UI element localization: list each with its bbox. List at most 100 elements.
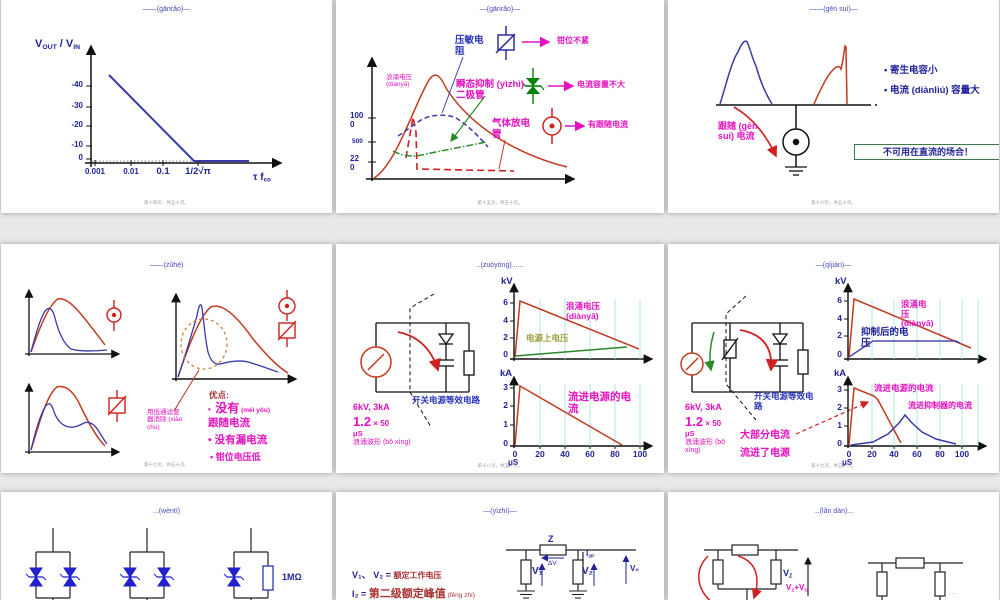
- follow-current-label: 跟随 (gēn suí) 电流: [718, 121, 758, 142]
- advantage-item: • 没有 (méi yǒu): [208, 401, 270, 415]
- warning-box: 不可用在直流的场合！: [854, 144, 999, 161]
- y-tick: 1: [837, 420, 842, 430]
- axis-ticks: [368, 117, 376, 163]
- slide-thumbnail-14[interactable]: ——(gānrǎo)— VOUT / VIN -40 -30 -20 -10 0…: [1, 0, 332, 213]
- circuit-label: 开关电源等效电路: [754, 391, 814, 411]
- y-tick: 0: [78, 153, 83, 162]
- equivalent-circuit: [691, 322, 809, 393]
- slide-title: ——(zǔhé): [149, 262, 184, 269]
- bullet-item: • 寄生电容小: [884, 65, 938, 76]
- x-tick: 20: [867, 449, 877, 459]
- resistor-symbol: [262, 565, 274, 591]
- y-tick: 0: [837, 438, 842, 448]
- x-tick: 100: [632, 449, 648, 459]
- varistor-curve: [397, 114, 489, 148]
- surge-voltage-label: 浪涌电压 (diànyā): [901, 299, 934, 329]
- slide-thumbnail-22[interactable]: ...(lǎn dàn)... VZ VZ+VG ·····: [668, 492, 999, 600]
- supply-current-line: [514, 384, 623, 446]
- circuit-1-wires: [35, 528, 71, 600]
- supply-voltage-line: [514, 346, 628, 357]
- surge-spec: 6kV, 3kA: [353, 402, 390, 412]
- x-tick: 100: [954, 449, 970, 459]
- x-tick: 60: [585, 449, 595, 459]
- bullet-icon: •: [210, 452, 214, 462]
- gdt-symbol: [542, 108, 562, 144]
- slide-title: —(qìjiàn)—: [815, 262, 852, 269]
- slide-thumbnail-17[interactable]: ——(zǔhé) 用低通滤波器消除 (xiāo ch: [1, 244, 332, 473]
- tvs-symbol: [153, 567, 175, 587]
- boundary-dashed-line: [725, 295, 757, 421]
- supply-current-line: [848, 386, 902, 446]
- boundary-dashed-line: [409, 293, 435, 428]
- y-tick: 6: [503, 297, 508, 307]
- slide-footer: 第十八页，共五十页。: [477, 463, 523, 468]
- bullet-icon: •: [884, 85, 888, 96]
- varistor-pointer-line: [441, 56, 464, 114]
- definition-line-1: V₁、 V₂ = 额定工作电压: [352, 570, 442, 580]
- tvs-label: 瞬态抑制 (yìzhì)二极管: [456, 79, 525, 101]
- vz-label: VZ: [783, 568, 793, 580]
- surge-spec: 6kV, 3kA: [685, 402, 722, 412]
- x-axis-unit: μS: [842, 458, 853, 467]
- slide-thumbnail-18[interactable]: ..(zuòyòng)......: [336, 244, 664, 473]
- vz-plus-vg-label: VZ+VG: [786, 583, 809, 594]
- suppressor-current-label: 流进抑制器的电流: [908, 401, 972, 410]
- surge-voltage-label: 浪涌电压 (diànyā): [566, 301, 601, 321]
- y-tick: 2: [503, 332, 508, 342]
- gdt-label: 气体放电管: [492, 118, 531, 140]
- slide-title: ——(gēn suí)—: [809, 6, 858, 13]
- y-tick: 1: [503, 419, 508, 429]
- axis-ticks: [86, 85, 199, 166]
- wave-name: 浪涌波形 (bō xìng): [685, 439, 726, 454]
- x-tick: 1/2√π: [185, 166, 211, 177]
- bullet-icon: •: [208, 405, 211, 414]
- y-tick: 0: [503, 438, 508, 448]
- x-tick: 0: [512, 449, 518, 459]
- axis-ticks: [844, 389, 963, 449]
- x-tick: 60: [912, 449, 922, 459]
- gdt-symbol: [782, 105, 810, 167]
- note-pointer-line: [173, 369, 200, 412]
- ground-symbol: [517, 590, 535, 599]
- slide-thumbnail-20[interactable]: ...(wèntí): [1, 492, 332, 600]
- tvs-pointer-arrow: [450, 95, 486, 142]
- kv-axis-label: kV: [835, 276, 847, 287]
- slide-thumbnail-16[interactable]: ——(gēn suí)— 跟随 (gēn suí) 电流 • 寄生电容小 • 电…: [668, 0, 999, 213]
- impedance-label: Z: [548, 534, 554, 544]
- slide-thumbnail-15[interactable]: —(gānrǎo)—: [336, 0, 664, 213]
- wave-spec: 1.2 × 50: [685, 414, 722, 429]
- wave-unit: μS: [685, 429, 695, 438]
- slide-footer: 第十七页，共五十页。: [144, 462, 189, 467]
- right-circuit-wires: [868, 557, 963, 600]
- y-tick: 3: [837, 384, 842, 394]
- axis-ticks: [844, 300, 848, 337]
- tvs-symbol: [25, 567, 47, 587]
- surge-voltage-curve: [373, 74, 568, 179]
- slide-footer: 第十五页，共五十页。: [477, 200, 523, 205]
- y-tick: 2: [837, 402, 842, 412]
- surge-voltage-line: [514, 299, 640, 358]
- y-tick: 220: [350, 154, 359, 172]
- x-tick: 80: [935, 449, 945, 459]
- slide-thumbnail-21[interactable]: —(yìzhì)— V₁、 V₂ = 额定工作电压 I₂ = 第二级额定峰值 (…: [336, 492, 664, 600]
- ka-axis-label: kA: [834, 368, 847, 379]
- x-tick: 0.01: [123, 167, 139, 176]
- tvs-symbol: [521, 68, 545, 104]
- tvs-symbol: [223, 567, 245, 587]
- slide-title: —(gānrǎo)—: [479, 6, 521, 13]
- surge-current-path: [737, 555, 762, 600]
- surge-voltage-label: 浪涌电压 (diànyā): [386, 74, 412, 89]
- red-waveform: [813, 44, 848, 105]
- circuit-3-wires: [233, 528, 269, 600]
- blue-curve-2: [30, 403, 108, 451]
- note-line-1: 大部分电流: [740, 430, 790, 441]
- x-axis-label: τ fco: [253, 172, 271, 184]
- i2p-label: I2P: [586, 549, 595, 560]
- supply-current-label: 流进电源的电流: [568, 391, 631, 415]
- bullet-icon: •: [884, 65, 888, 76]
- slide-thumbnail-19[interactable]: —(qìjiàn)—: [668, 244, 999, 473]
- slide-footer: 第十六页，共五十页。: [811, 200, 856, 205]
- circuit-2-wires: [129, 528, 165, 600]
- definition-line-2: I₂ = 第二级额定峰值 (fēng zhí): [352, 588, 476, 600]
- x-tick: 20: [535, 449, 545, 459]
